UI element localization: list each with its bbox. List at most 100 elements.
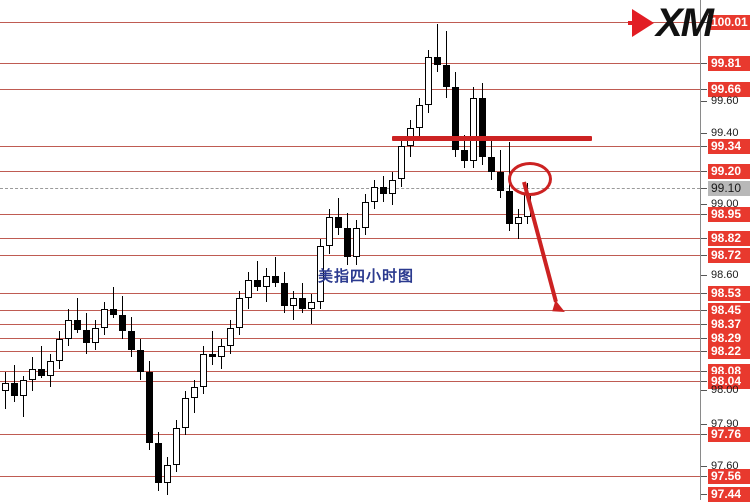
candle-body-bearish	[497, 172, 504, 191]
price-axis-label[interactable]: 99.60	[711, 95, 739, 107]
candlestick	[380, 0, 387, 500]
candle-body-bullish	[353, 227, 360, 258]
price-axis-panel[interactable]: 100.01 99.81 99.66 99.60 99.40 99.34 99.20 99.1…	[700, 0, 750, 502]
price-gridline	[0, 338, 700, 339]
candlestick	[299, 0, 306, 500]
candlestick	[164, 0, 171, 500]
candlestick	[254, 0, 261, 500]
candle-body-bullish	[218, 346, 225, 358]
axis-tick	[701, 146, 707, 147]
price-axis-label[interactable]: 98.37	[708, 317, 750, 332]
candle-body-bullish	[290, 298, 297, 306]
candle-body-bearish	[344, 227, 351, 258]
axis-tick	[701, 204, 707, 205]
price-gridline	[0, 63, 700, 64]
candlestick	[74, 0, 81, 500]
highlight-ellipse-annotation[interactable]	[508, 162, 552, 196]
candlestick	[497, 0, 504, 500]
candle-body-bullish	[326, 216, 333, 247]
candle-body-bullish	[470, 97, 477, 161]
candle-body-bullish	[236, 298, 243, 328]
axis-tick	[701, 255, 707, 256]
candlestick	[281, 0, 288, 500]
candle-body-bearish	[281, 283, 288, 306]
candle-wick	[257, 261, 258, 291]
resistance-trendline[interactable]	[392, 136, 592, 141]
axis-tick	[701, 351, 707, 352]
axis-tick	[701, 381, 707, 382]
axis-tick	[701, 101, 707, 102]
candlestick	[290, 0, 297, 500]
price-axis-label[interactable]: 98.29	[708, 331, 750, 346]
candlestick	[92, 0, 99, 500]
price-axis-label[interactable]: 98.22	[708, 344, 750, 359]
candlestick	[308, 0, 315, 500]
candle-wick	[518, 209, 519, 239]
candle-body-bearish	[128, 331, 135, 350]
candle-wick	[14, 364, 15, 402]
price-axis-label[interactable]: 98.95	[708, 207, 750, 222]
axis-tick	[701, 424, 707, 425]
candle-body-bearish	[380, 186, 387, 195]
price-axis-label[interactable]: 98.00	[711, 384, 739, 396]
price-axis-label[interactable]: 99.34	[708, 139, 750, 154]
candlestick	[245, 0, 252, 500]
candlestick	[227, 0, 234, 500]
candle-body-bearish	[299, 298, 306, 310]
axis-tick	[701, 434, 707, 435]
price-axis-label[interactable]: 99.81	[708, 56, 750, 71]
price-axis-label[interactable]: 97.56	[708, 469, 750, 484]
candle-body-bullish	[308, 301, 315, 310]
candle-body-bullish	[29, 368, 36, 380]
candlestick	[272, 0, 279, 500]
price-axis-label[interactable]: 99.66	[708, 82, 750, 97]
candle-wick	[77, 298, 78, 334]
price-axis-label[interactable]: 98.04	[708, 374, 750, 389]
candle-body-bullish	[389, 179, 396, 195]
price-axis-label[interactable]: 99.40	[711, 127, 739, 139]
candlestick	[2, 0, 9, 500]
axis-tick	[701, 188, 707, 189]
price-axis-label[interactable]: 97.76	[708, 427, 750, 442]
axis-tick	[701, 310, 707, 311]
candlestick	[488, 0, 495, 500]
price-gridline	[0, 214, 700, 215]
price-gridline	[0, 381, 700, 382]
candlestick	[137, 0, 144, 500]
price-chart-plot[interactable]: 美指四小时图	[0, 0, 700, 500]
candle-body-bullish	[56, 338, 63, 362]
candlestick	[173, 0, 180, 500]
price-axis-label[interactable]: 98.60	[711, 269, 739, 281]
candle-body-bearish	[146, 372, 153, 443]
candle-body-bullish	[425, 57, 432, 106]
price-axis-label[interactable]: 98.45	[708, 303, 750, 318]
candlestick	[182, 0, 189, 500]
current-price-label[interactable]: 99.10	[708, 181, 750, 196]
candle-body-bullish	[2, 383, 9, 391]
price-gridline	[0, 22, 700, 23]
price-axis-label[interactable]: 98.72	[708, 248, 750, 263]
candle-body-bullish	[416, 105, 423, 128]
chart-note-label: 美指四小时图	[318, 267, 415, 285]
candle-wick	[311, 294, 312, 325]
candlestick	[524, 0, 531, 500]
candle-body-bullish	[398, 146, 405, 180]
candlestick	[20, 0, 27, 500]
price-gridline	[0, 371, 700, 372]
price-gridline	[0, 89, 700, 90]
price-gridline	[0, 310, 700, 311]
candlestick	[200, 0, 207, 500]
axis-tick	[701, 171, 707, 172]
candlestick	[47, 0, 54, 500]
candlestick	[236, 0, 243, 500]
axis-tick	[701, 238, 707, 239]
candle-body-bullish	[65, 320, 72, 339]
price-axis-label[interactable]: 97.44	[708, 487, 750, 502]
price-axis-label[interactable]: 100.01	[708, 15, 750, 30]
candlestick	[218, 0, 225, 500]
price-axis-label[interactable]: 98.53	[708, 286, 750, 301]
candle-body-bearish	[137, 349, 144, 373]
price-axis-label[interactable]: 98.82	[708, 231, 750, 246]
price-axis-label[interactable]: 99.20	[708, 164, 750, 179]
axis-tick	[701, 338, 707, 339]
